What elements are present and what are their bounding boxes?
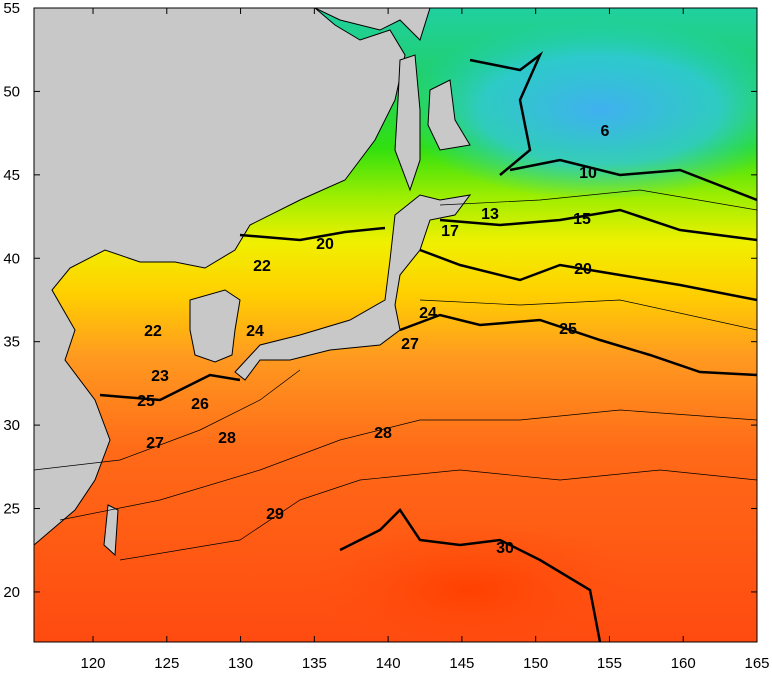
- y-tick-label: 35: [3, 334, 20, 351]
- contour-label: 22: [144, 323, 162, 340]
- contour-label: 25: [137, 393, 155, 410]
- contour-label: 10: [579, 165, 597, 182]
- contour-label: 23: [151, 368, 169, 385]
- contour-label: 22: [253, 258, 271, 275]
- y-tick-label: 40: [3, 250, 20, 267]
- contour-label: 30: [496, 540, 514, 557]
- contour-label: 24: [419, 305, 437, 322]
- x-tick-label: 160: [671, 655, 696, 672]
- y-tick-label: 30: [3, 417, 20, 434]
- contour-label: 17: [441, 223, 459, 240]
- contour-label: 20: [574, 261, 592, 278]
- map-area: [34, 8, 757, 642]
- frame: [33, 7, 758, 643]
- contour-label: 25: [559, 321, 577, 338]
- y-tick-label: 55: [3, 0, 20, 17]
- y-tick-label: 45: [3, 167, 20, 184]
- contour-label: 27: [146, 435, 164, 452]
- contour-label: 27: [401, 336, 419, 353]
- x-tick-label: 150: [523, 655, 548, 672]
- contour-label: 26: [191, 396, 209, 413]
- x-tick-label: 165: [744, 655, 769, 672]
- x-tick-label: 145: [449, 655, 474, 672]
- x-tick-label: 140: [376, 655, 401, 672]
- y-tick-label: 20: [3, 584, 20, 601]
- axes: 120 125 130 135 140 145 150 155 160 165 20 25 30 35 40…: [3, 0, 769, 672]
- contour-label: 24: [246, 323, 264, 340]
- y-tick-label: 50: [3, 83, 20, 100]
- contour-label: 6: [601, 123, 610, 140]
- x-tick-label: 120: [81, 655, 106, 672]
- x-tick-label: 155: [597, 655, 622, 672]
- x-tick-label: 125: [154, 655, 179, 672]
- contour-label: 28: [218, 430, 236, 447]
- y-tick-label: 25: [3, 501, 20, 518]
- x-tick-label: 135: [302, 655, 327, 672]
- contour-label: 28: [374, 425, 392, 442]
- x-tick-label: 130: [228, 655, 253, 672]
- contour-label: 29: [266, 506, 284, 523]
- contour-label: 15: [573, 211, 591, 228]
- contour-label: 20: [316, 236, 334, 253]
- contour-label: 13: [481, 206, 499, 223]
